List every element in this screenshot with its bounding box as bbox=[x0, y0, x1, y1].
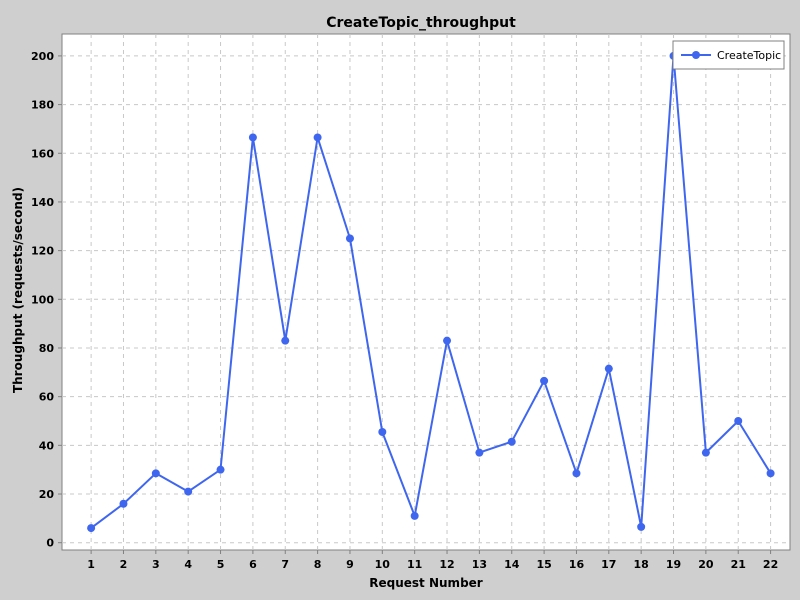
data-point bbox=[475, 448, 484, 457]
x-tick-label: 19 bbox=[666, 558, 681, 571]
data-point bbox=[540, 376, 549, 385]
data-point bbox=[313, 133, 322, 142]
y-tick-label: 60 bbox=[39, 391, 55, 404]
y-tick-label: 180 bbox=[31, 99, 54, 112]
data-point bbox=[734, 417, 743, 425]
data-point bbox=[345, 234, 354, 243]
x-tick-label: 13 bbox=[472, 558, 487, 571]
grid-lines bbox=[62, 34, 790, 550]
data-point bbox=[766, 469, 775, 478]
data-point bbox=[216, 465, 225, 474]
y-tick-label: 80 bbox=[39, 342, 55, 355]
legend-label: CreateTopic bbox=[717, 49, 781, 62]
y-tick-label: 40 bbox=[39, 439, 55, 452]
chart-title: CreateTopic_throughput bbox=[326, 15, 516, 31]
y-tick-label: 0 bbox=[46, 537, 54, 550]
x-tick-label: 6 bbox=[249, 558, 257, 571]
plot-area bbox=[61, 33, 791, 551]
x-tick-label: 16 bbox=[569, 558, 585, 571]
y-tick-label: 20 bbox=[39, 488, 55, 501]
legend: CreateTopic bbox=[672, 40, 785, 70]
x-tick-label: 14 bbox=[504, 558, 520, 571]
y-tick-label: 140 bbox=[31, 196, 54, 209]
x-tick-label: 10 bbox=[375, 558, 391, 571]
x-tick-label: 15 bbox=[536, 558, 551, 571]
x-tick-label: 2 bbox=[120, 558, 128, 571]
data-point bbox=[378, 427, 387, 436]
x-tick-label: 22 bbox=[763, 558, 778, 571]
data-point bbox=[507, 437, 516, 446]
x-tick-label: 18 bbox=[634, 558, 649, 571]
x-tick-label: 1 bbox=[87, 558, 95, 571]
y-axis-label: Throughput (requests/second) bbox=[11, 187, 25, 393]
x-tick-label: 12 bbox=[439, 558, 454, 571]
y-tick-label: 160 bbox=[31, 147, 54, 160]
data-point bbox=[637, 522, 646, 531]
x-tick-label: 9 bbox=[346, 558, 354, 571]
data-point bbox=[443, 336, 452, 345]
legend-point-marker bbox=[692, 51, 700, 59]
y-tick-label: 100 bbox=[31, 293, 54, 306]
data-point bbox=[410, 511, 419, 520]
y-tick-label: 120 bbox=[31, 245, 54, 258]
x-tick-label: 5 bbox=[217, 558, 225, 571]
x-tick-label: 11 bbox=[407, 558, 422, 571]
data-point bbox=[151, 469, 160, 478]
data-point bbox=[248, 133, 257, 142]
data-point bbox=[119, 499, 128, 508]
x-tick-label: 21 bbox=[731, 558, 746, 571]
data-point bbox=[701, 448, 710, 457]
data-point bbox=[87, 524, 96, 533]
x-tick-label: 4 bbox=[184, 558, 192, 571]
series-line-createtopic bbox=[90, 54, 772, 529]
data-point bbox=[604, 364, 613, 373]
x-tick-label: 3 bbox=[152, 558, 160, 571]
x-tick-label: 8 bbox=[314, 558, 322, 571]
x-tick-label: 7 bbox=[281, 558, 289, 571]
x-tick-label: 20 bbox=[698, 558, 714, 571]
data-point bbox=[184, 487, 193, 496]
y-tick-label: 200 bbox=[31, 50, 54, 63]
data-point bbox=[281, 336, 290, 345]
x-axis-label: Request Number bbox=[369, 576, 483, 590]
x-tick-label: 17 bbox=[601, 558, 616, 571]
data-point bbox=[572, 469, 581, 478]
